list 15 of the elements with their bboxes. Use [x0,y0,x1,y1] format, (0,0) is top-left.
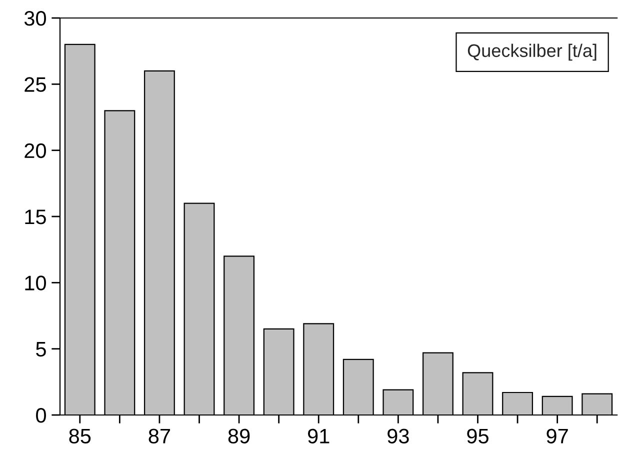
x-tick-label: 91 [308,428,330,444]
y-tick-label: 25 [24,77,46,92]
y-tick-label: 15 [25,210,46,224]
y-tick-label: 20 [24,143,46,158]
x-tick-label: 93 [388,428,409,444]
y-tick-label: 0 [36,408,46,423]
x-tick-label: 95 [467,428,488,444]
y-tick-label: 5 [36,342,46,357]
x-tick-label: 97 [546,428,568,444]
text: Quecksilber [t/a] [468,44,596,61]
y-tick-label: 30 [24,11,46,26]
y-tick-label: 10 [25,276,46,290]
x-tick-label: 87 [148,428,170,444]
x-tick-label: 89 [228,428,250,444]
x-tick-label: 85 [69,428,91,444]
